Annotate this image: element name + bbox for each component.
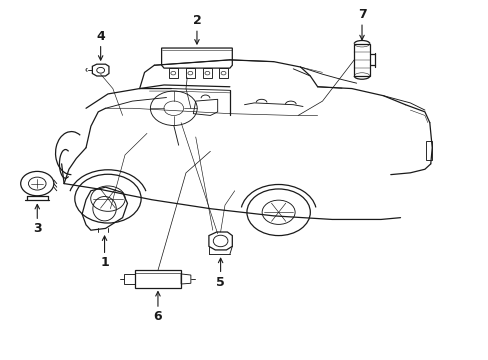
Text: 7: 7 [357, 8, 366, 21]
Text: 2: 2 [192, 14, 201, 27]
Text: 6: 6 [153, 310, 162, 323]
Bar [425, 140, 431, 160]
Text: 4: 4 [96, 30, 105, 42]
Text: 1: 1 [100, 256, 109, 269]
Text: 3: 3 [33, 222, 41, 235]
Text: 5: 5 [216, 276, 224, 289]
